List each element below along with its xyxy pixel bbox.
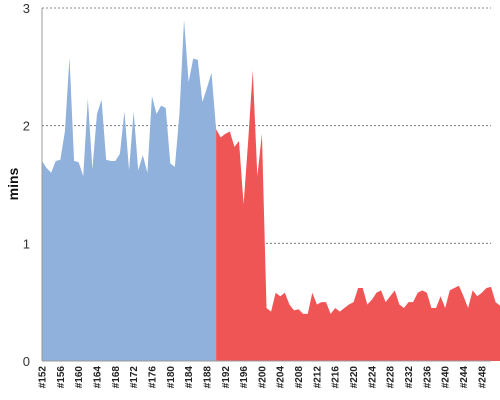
x-tick-label: #196 <box>239 366 250 389</box>
x-tick-label: #224 <box>367 366 378 389</box>
x-tick-label: #244 <box>459 366 470 389</box>
x-tick-label: #168 <box>111 366 122 389</box>
y-tick-labels: 0 1 2 3 <box>23 1 30 369</box>
x-tick-label: #228 <box>386 366 397 389</box>
x-tick-label: #204 <box>276 366 287 389</box>
x-tick-label: #248 <box>477 366 488 389</box>
x-tick-label: #180 <box>166 366 177 389</box>
x-tick-label: #212 <box>312 366 323 389</box>
x-tick-label: #172 <box>129 366 140 389</box>
x-tick-label: #176 <box>147 366 158 389</box>
x-tick-label: #160 <box>74 366 85 389</box>
x-tick-labels: #152 #156 #160 #164 #168 #172 #176 #180 #184 #188… <box>38 366 489 389</box>
axes <box>41 8 491 362</box>
y-tick-label: 2 <box>23 119 30 134</box>
y-tick-label: 3 <box>23 1 30 16</box>
x-tick-label: #192 <box>221 366 232 389</box>
x-tick-label: #220 <box>349 366 360 389</box>
x-tick-label: #240 <box>441 366 452 389</box>
x-tick-label: #216 <box>331 366 342 389</box>
gridlines <box>42 7 491 244</box>
x-tick-label: #208 <box>294 366 305 389</box>
x-tick-label: #188 <box>202 366 213 389</box>
x-tick-label: #232 <box>404 366 415 389</box>
y-tick-label: 0 <box>23 354 30 369</box>
x-tick-label: #156 <box>56 366 67 389</box>
x-tick-label: #236 <box>422 366 433 389</box>
area-series <box>42 19 500 362</box>
area-series-1 <box>42 19 217 362</box>
x-tick-label: #200 <box>257 366 268 389</box>
area-series-2 <box>216 70 500 361</box>
x-tick-label: #164 <box>92 366 103 389</box>
x-tick-label: #152 <box>38 366 49 389</box>
y-tick-label: 1 <box>23 236 30 251</box>
y-axis-label: mins <box>5 167 21 200</box>
x-tick-label: #184 <box>184 366 195 389</box>
